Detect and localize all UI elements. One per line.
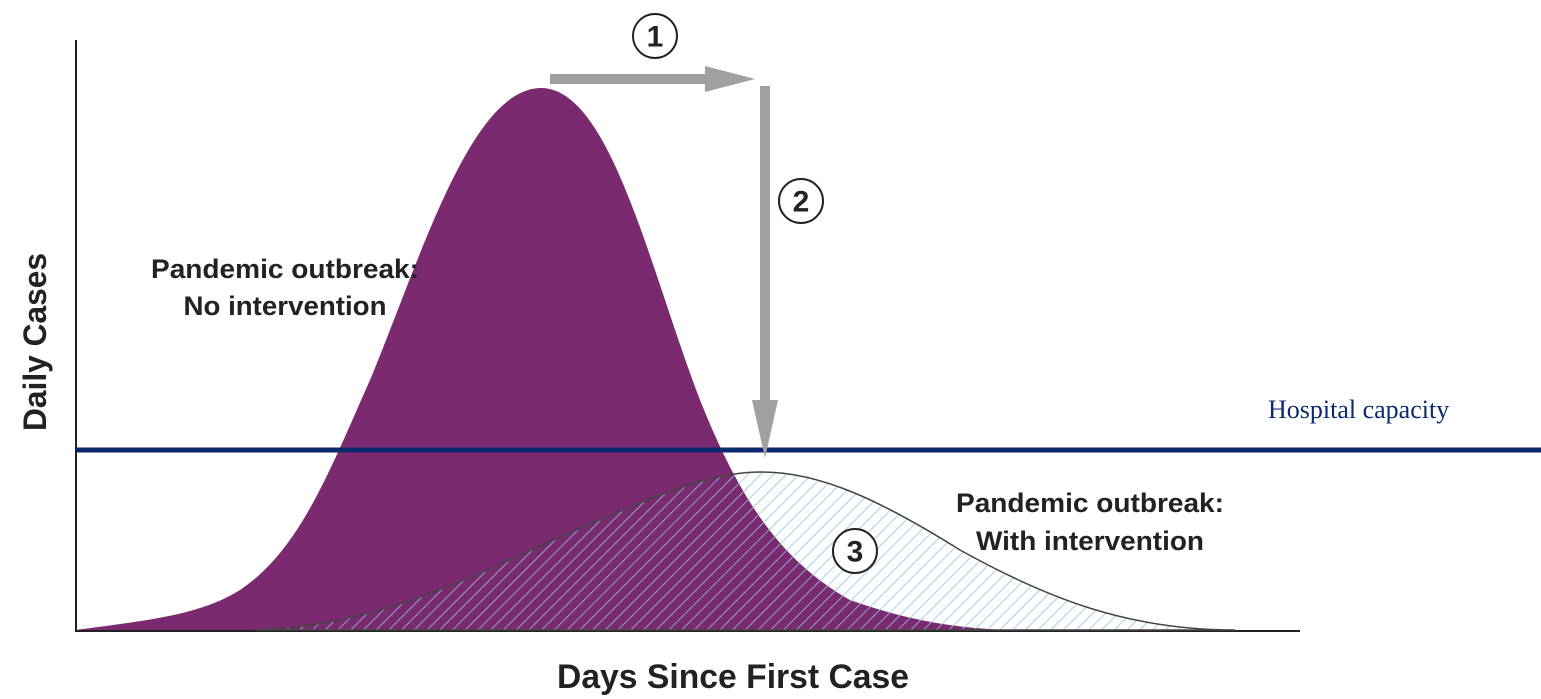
curve-label: Pandemic outbreak: xyxy=(956,488,1224,518)
capacity-label: Hospital capacity xyxy=(1268,395,1449,424)
step-circle xyxy=(778,178,824,224)
step-number: 2 xyxy=(793,186,810,219)
step-circle xyxy=(632,13,678,59)
y-axis-label: Daily Cases xyxy=(17,253,53,431)
curve-label: Pandemic outbreak: xyxy=(151,254,419,284)
x-axis-label: Days Since First Case xyxy=(557,658,909,696)
arrowhead xyxy=(752,400,778,458)
step-number: 1 xyxy=(647,21,664,54)
arrowhead xyxy=(705,66,755,92)
curve-with-intervention xyxy=(254,471,1236,631)
curve-label: With intervention xyxy=(976,526,1204,556)
step-circle xyxy=(832,528,878,574)
curve-no-intervention xyxy=(76,87,1005,631)
curve-label: No intervention xyxy=(184,291,387,321)
step-number: 3 xyxy=(847,536,864,569)
